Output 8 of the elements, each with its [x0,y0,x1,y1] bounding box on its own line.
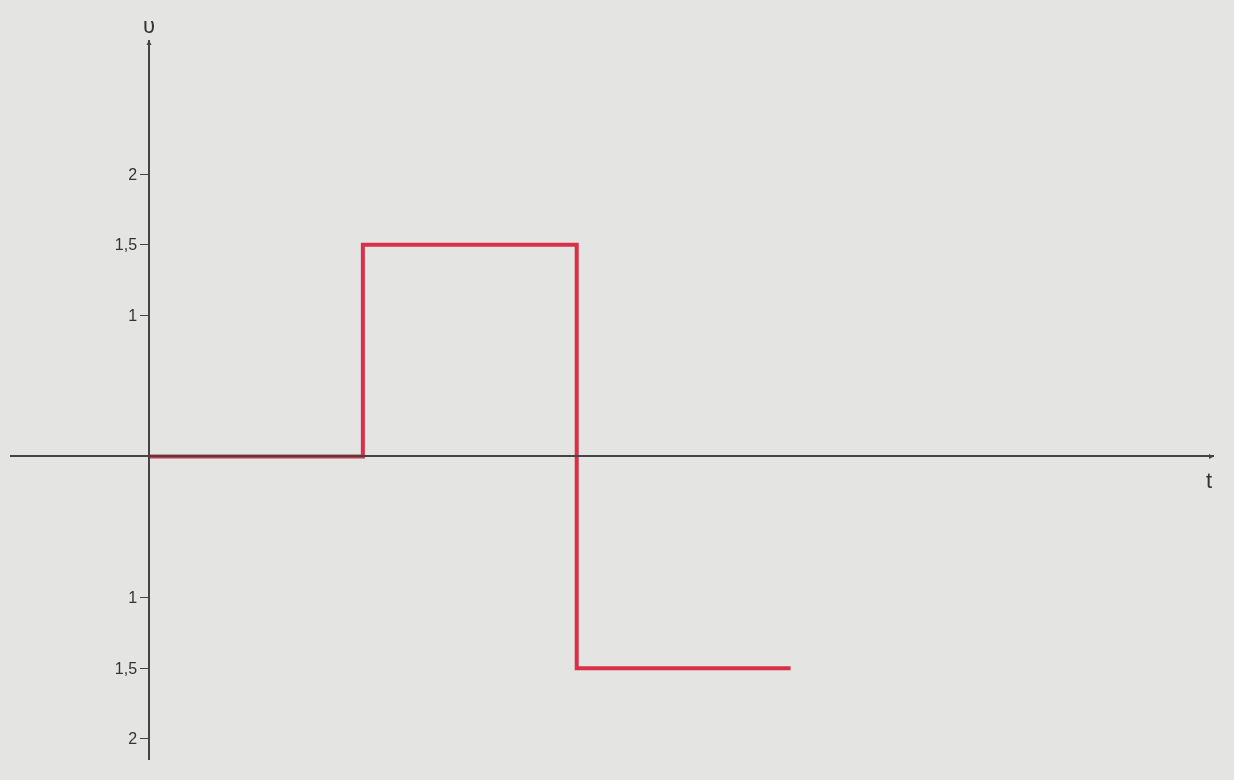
y-tick-label: 1 [128,589,138,607]
y-tick-label: 1 [128,306,138,324]
y-tick-label: 2 [128,730,138,748]
y-tick-label: 1,5 [114,236,138,254]
text: t [1206,468,1213,493]
y-axis-title: υ [143,13,156,38]
y-tick-label: 1,5 [114,659,138,677]
y-tick-label: 2 [128,165,138,183]
